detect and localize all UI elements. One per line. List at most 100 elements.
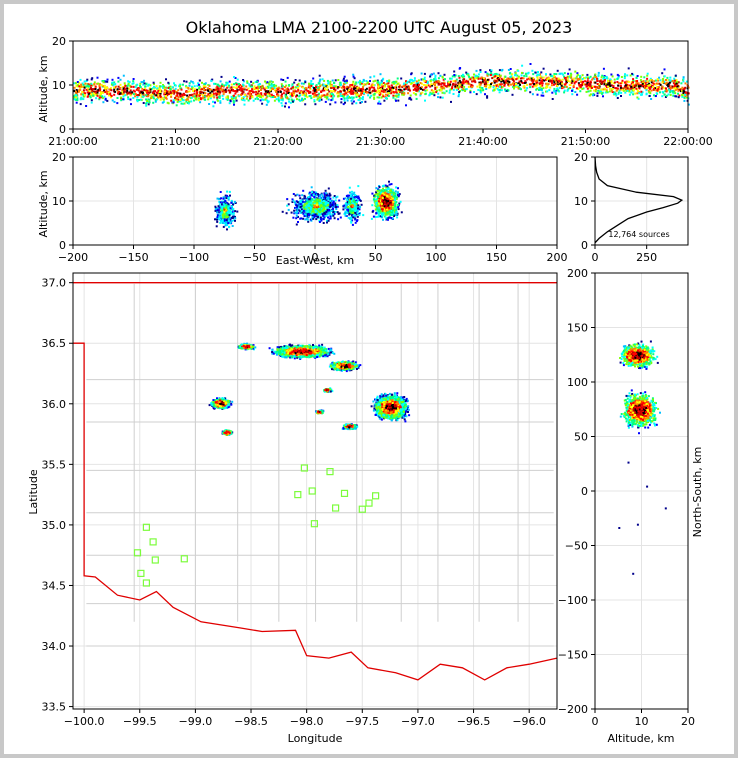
source-point: [341, 86, 343, 89]
source-point: [616, 73, 619, 76]
source-point: [403, 88, 406, 91]
source-point: [329, 201, 332, 204]
source-point: [490, 83, 492, 86]
source-point: [128, 87, 131, 90]
source-point: [511, 78, 514, 81]
source-point: [557, 77, 560, 80]
source-point: [216, 85, 219, 88]
source-point: [308, 91, 310, 94]
source-point: [605, 83, 608, 85]
source-point: [563, 72, 566, 75]
source-point: [373, 88, 376, 91]
source-point: [676, 81, 679, 84]
source-point: [233, 96, 236, 99]
source-point: [594, 81, 597, 84]
source-point: [327, 203, 330, 206]
source-point: [161, 101, 164, 104]
source-point: [549, 73, 552, 76]
source-point: [505, 79, 508, 82]
source-point: [582, 87, 585, 90]
source-point: [93, 92, 95, 95]
source-point: [252, 87, 255, 90]
source-point: [102, 85, 105, 88]
source-point: [659, 79, 662, 82]
source-point: [462, 80, 465, 83]
source-point: [667, 79, 670, 82]
x-tick-label: 21:40:00: [458, 135, 507, 148]
source-point: [362, 78, 365, 81]
source-point: [623, 75, 626, 78]
source-point: [521, 64, 524, 67]
source-point: [355, 196, 358, 199]
source-point: [346, 87, 349, 90]
source-point: [594, 85, 597, 88]
source-point: [303, 197, 306, 200]
source-point: [113, 86, 116, 89]
source-point: [329, 215, 332, 218]
source-point: [379, 73, 382, 76]
source-point: [589, 93, 592, 96]
source-point: [351, 85, 354, 88]
source-point: [630, 82, 633, 85]
source-point: [261, 98, 264, 101]
source-point: [507, 89, 510, 92]
source-point: [545, 74, 547, 77]
source-point: [535, 88, 538, 91]
source-point: [207, 89, 209, 92]
source-point: [171, 86, 174, 89]
source-point: [113, 81, 116, 84]
source-point: [666, 76, 669, 79]
source-point: [73, 95, 76, 98]
source-point: [536, 93, 539, 96]
source-point: [144, 87, 146, 90]
source-point: [581, 74, 584, 77]
source-point: [626, 89, 629, 92]
source-point: [657, 79, 660, 82]
source-point: [569, 75, 572, 78]
source-point: [146, 89, 149, 92]
source-point: [343, 89, 346, 92]
source-point: [344, 197, 347, 200]
source-point: [345, 81, 348, 84]
source-point: [528, 76, 531, 79]
source-point: [236, 78, 239, 81]
source-point: [285, 90, 288, 93]
source-point: [437, 92, 440, 95]
source-point: [98, 98, 101, 101]
source-point: [226, 228, 228, 231]
source-point: [664, 90, 667, 93]
source-point: [461, 76, 464, 79]
source-point: [285, 84, 288, 87]
source-point: [291, 93, 294, 96]
source-point: [533, 85, 536, 88]
source-point: [383, 99, 386, 102]
source-point: [318, 99, 321, 102]
source-point: [369, 76, 372, 79]
source-point: [203, 88, 206, 91]
source-point: [404, 82, 407, 85]
source-point: [354, 82, 357, 85]
source-point: [231, 225, 234, 227]
source-point: [461, 88, 464, 91]
source-point: [451, 75, 454, 78]
source-point: [376, 215, 379, 218]
source-point: [247, 99, 250, 102]
source-point: [482, 77, 485, 80]
source-point: [467, 85, 470, 88]
source-point: [157, 93, 160, 96]
source-point: [271, 85, 274, 88]
source-point: [355, 81, 357, 84]
source-point: [228, 84, 231, 87]
source-point: [546, 86, 549, 88]
source-point: [179, 94, 182, 97]
source-point: [455, 87, 458, 90]
source-point: [133, 90, 136, 93]
source-point: [613, 81, 616, 84]
source-point: [365, 87, 368, 90]
source-point: [260, 89, 262, 91]
source-point: [351, 190, 353, 193]
source-point: [318, 92, 321, 95]
source-point: [615, 87, 618, 90]
source-point: [591, 78, 594, 81]
source-point: [592, 92, 595, 95]
